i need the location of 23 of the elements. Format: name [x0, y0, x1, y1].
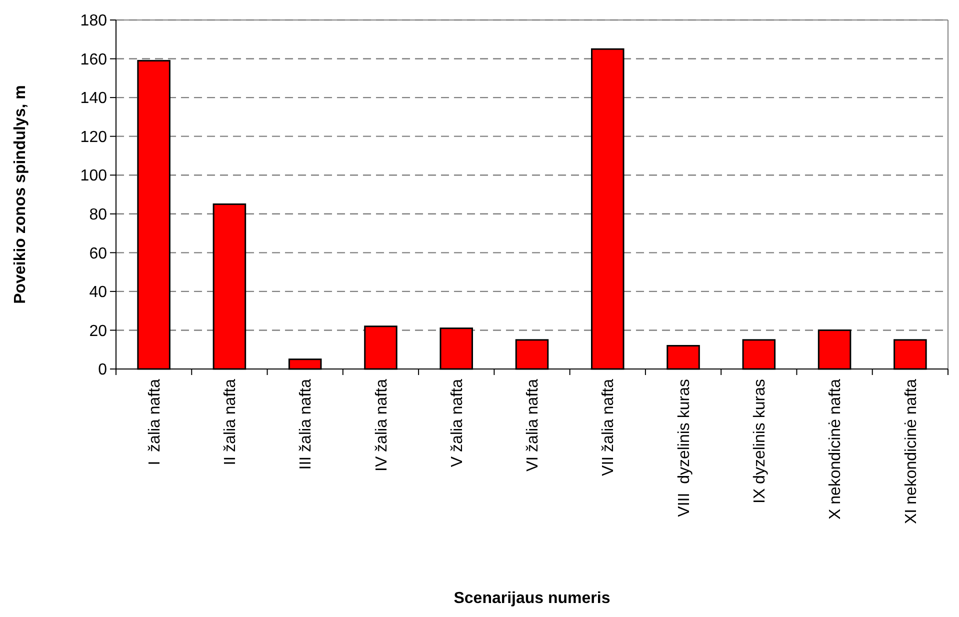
x-tick-label: II žalia nafta: [222, 378, 240, 466]
x-tick-label: VII žalia nafta: [600, 378, 618, 476]
y-tick-label: 20: [89, 322, 108, 340]
x-tick-label: X nekondicinė nafta: [827, 378, 844, 520]
y-tick-label: 140: [80, 90, 108, 108]
y-tick-label: 100: [80, 168, 108, 185]
x-tick-label: VIII dyzelinis kuras: [676, 379, 693, 517]
x-tick-label: III žalia nafta: [298, 378, 315, 470]
y-tick-label: 0: [98, 362, 108, 379]
y-axis-title: Poveikio zonos spindulys, m: [12, 85, 29, 304]
x-tick-label: I žalia nafta: [146, 378, 164, 466]
x-tick-label: IV žalia nafta: [373, 378, 390, 472]
x-tick-label: V žalia nafta: [448, 378, 466, 468]
y-tick-label: 160: [80, 51, 108, 68]
x-tick-label: XI nekondicinė nafta: [902, 378, 920, 524]
y-tick-label: 40: [89, 284, 108, 302]
x-axis-title: Scenarijaus numeris: [454, 590, 610, 607]
x-tick-label: IX dyzelinis kuras: [752, 379, 769, 504]
x-tick-label: VI žalia nafta: [524, 378, 542, 472]
y-tick-label: 180: [80, 12, 108, 30]
y-tick-label: 80: [89, 206, 108, 224]
y-tick-label: 120: [80, 128, 108, 146]
y-tick-label: 60: [89, 245, 108, 262]
